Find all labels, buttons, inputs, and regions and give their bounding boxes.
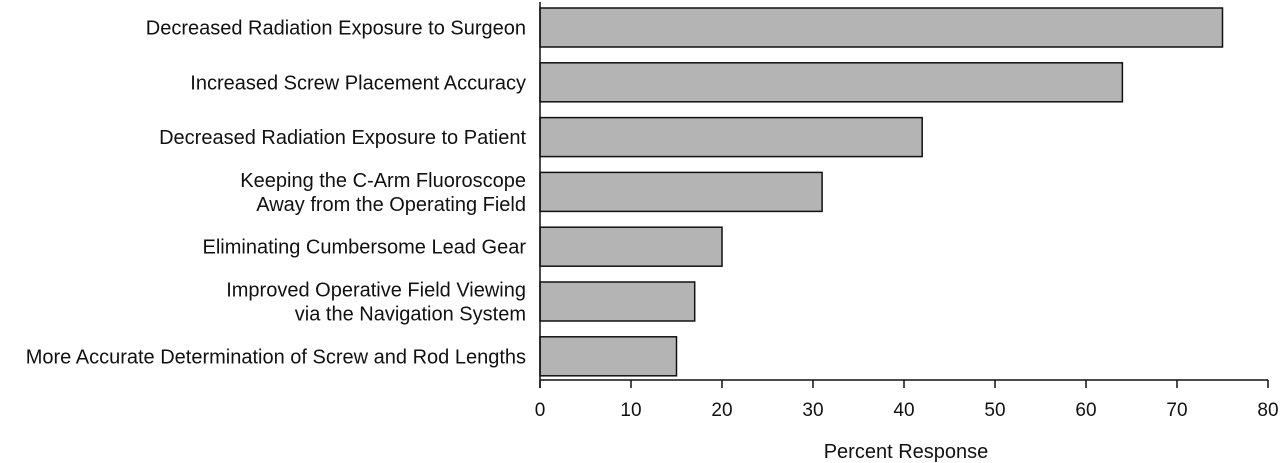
category-label-1: Decreased Radiation Exposure to Surgeon <box>146 18 526 40</box>
bar-1 <box>539 7 1224 48</box>
x-tick-label-20: 20 <box>711 400 732 421</box>
category-label-7: More Accurate Determination of Screw and… <box>26 346 526 368</box>
x-ticks-group: 0 10 20 30 40 50 60 70 80 <box>535 380 1279 421</box>
x-tick-label-80: 80 <box>1257 400 1278 421</box>
x-tick-label-70: 70 <box>1166 400 1187 421</box>
bar-3 <box>539 116 923 158</box>
x-tick-label-10: 10 <box>620 400 641 421</box>
category-labels-group: Decreased Radiation Exposure to Surgeon I… <box>26 18 527 369</box>
bar-2 <box>539 62 1124 103</box>
x-tick-label-40: 40 <box>893 400 914 421</box>
x-tick-label-0: 0 <box>535 400 546 421</box>
bar-4 <box>539 171 823 213</box>
category-label-5: Eliminating Cumbersome Lead Gear <box>203 237 527 259</box>
category-label-2: Increased Screw Placement Accuracy <box>190 72 526 94</box>
x-axis-title: Percent Response <box>824 441 989 463</box>
category-label-4-line-1: Keeping the C-Arm Fluoroscope <box>240 170 526 192</box>
category-label-6-line-1: Improved Operative Field Viewing <box>226 280 526 302</box>
bar-7 <box>539 336 678 377</box>
category-label-3: Decreased Radiation Exposure to Patient <box>159 127 526 149</box>
category-label-6-line-2: via the Navigation System <box>295 304 526 326</box>
x-tick-label-50: 50 <box>984 400 1005 421</box>
bar-6 <box>539 281 696 322</box>
x-tick-label-60: 60 <box>1075 400 1096 421</box>
category-label-4-line-2: Away from the Operating Field <box>256 194 526 216</box>
x-tick-label-30: 30 <box>802 400 823 421</box>
bar-5 <box>539 226 723 267</box>
bars-group <box>539 7 1224 377</box>
